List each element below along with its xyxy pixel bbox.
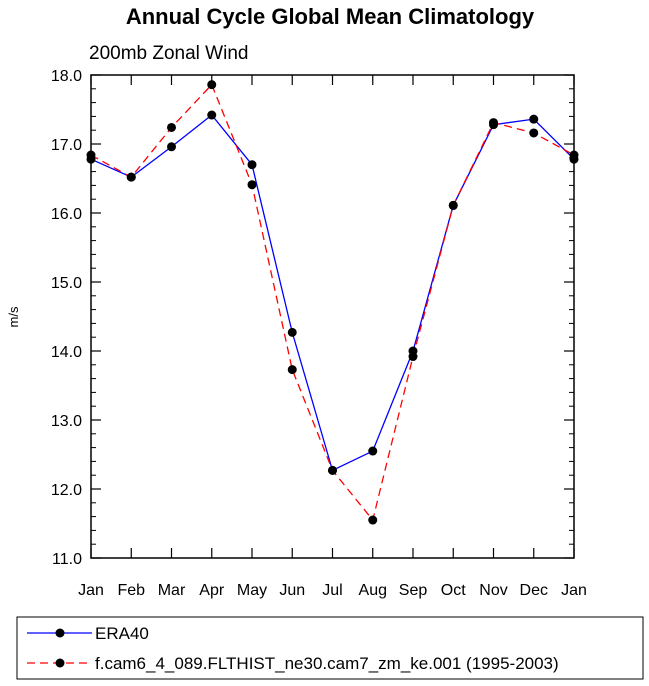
y-tick-label: 16.0 xyxy=(51,206,82,223)
y-tick-label: 11.0 xyxy=(52,551,82,568)
series-1-point xyxy=(126,172,136,182)
series-1-point xyxy=(207,80,217,90)
x-tick-label: Jul xyxy=(322,582,342,599)
series-line-0 xyxy=(90,114,575,472)
x-tick-label: Dec xyxy=(520,582,548,599)
x-tick-label: Apr xyxy=(199,582,225,599)
x-tick-label: Sep xyxy=(399,582,428,599)
series-1-point xyxy=(489,118,498,128)
series-0-point xyxy=(207,110,217,120)
chart-title: Annual Cycle Global Mean Climatology xyxy=(126,4,535,29)
series-0-point xyxy=(368,446,378,456)
x-tick-label: Aug xyxy=(359,582,387,599)
x-tick-label: Feb xyxy=(117,582,145,599)
y-tick-label: 18.0 xyxy=(51,68,82,85)
series-0-point xyxy=(247,160,257,170)
series-0-point xyxy=(287,327,297,337)
series-1-point xyxy=(448,200,458,210)
y-tick-label: 14.0 xyxy=(51,344,82,361)
y-tick-label: 15.0 xyxy=(51,275,82,292)
series-1-point xyxy=(247,180,257,190)
chart-subtitle: 200mb Zonal Wind xyxy=(89,43,248,64)
series-0-point xyxy=(167,142,176,152)
y-tick-label: 12.0 xyxy=(51,482,82,499)
legend-box xyxy=(16,616,644,680)
series-0-point xyxy=(529,114,539,124)
legend-marker-model xyxy=(55,658,65,668)
series-line-1 xyxy=(90,83,575,522)
legend-label-era40: ERA40 xyxy=(95,624,149,643)
plot-frame xyxy=(90,74,575,559)
y-axis-label: m/s xyxy=(6,306,21,327)
series-1-point xyxy=(328,465,337,475)
legend: ERA40 f.cam6_4_089.FLTHIST_ne30.cam7_zm_… xyxy=(16,616,644,680)
series-1-point xyxy=(408,352,418,362)
x-tick-label: Jan xyxy=(78,582,104,599)
y-tick-label: 13.0 xyxy=(51,413,82,430)
series-1-point xyxy=(368,515,378,525)
x-tick-label: Nov xyxy=(479,582,507,599)
series-1-point xyxy=(287,365,297,375)
legend-label-model: f.cam6_4_089.FLTHIST_ne30.cam7_zm_ke.001… xyxy=(95,654,559,673)
series-1-point xyxy=(529,128,539,138)
y-tick-label: 17.0 xyxy=(51,137,82,154)
x-tick-label: May xyxy=(237,582,267,599)
x-tick-label: Jan xyxy=(561,582,587,599)
axis-ticks: 11.0 12.0 13.0 14.0 15.0 16.0 17.0 18.0 Jan Feb Ma… xyxy=(51,68,587,599)
series-layer xyxy=(86,80,579,525)
x-tick-label: Mar xyxy=(158,582,186,599)
x-tick-label: Oct xyxy=(441,582,466,599)
series-1-point xyxy=(167,122,176,132)
x-tick-label: Jun xyxy=(279,582,305,599)
legend-marker-era40 xyxy=(55,628,65,638)
